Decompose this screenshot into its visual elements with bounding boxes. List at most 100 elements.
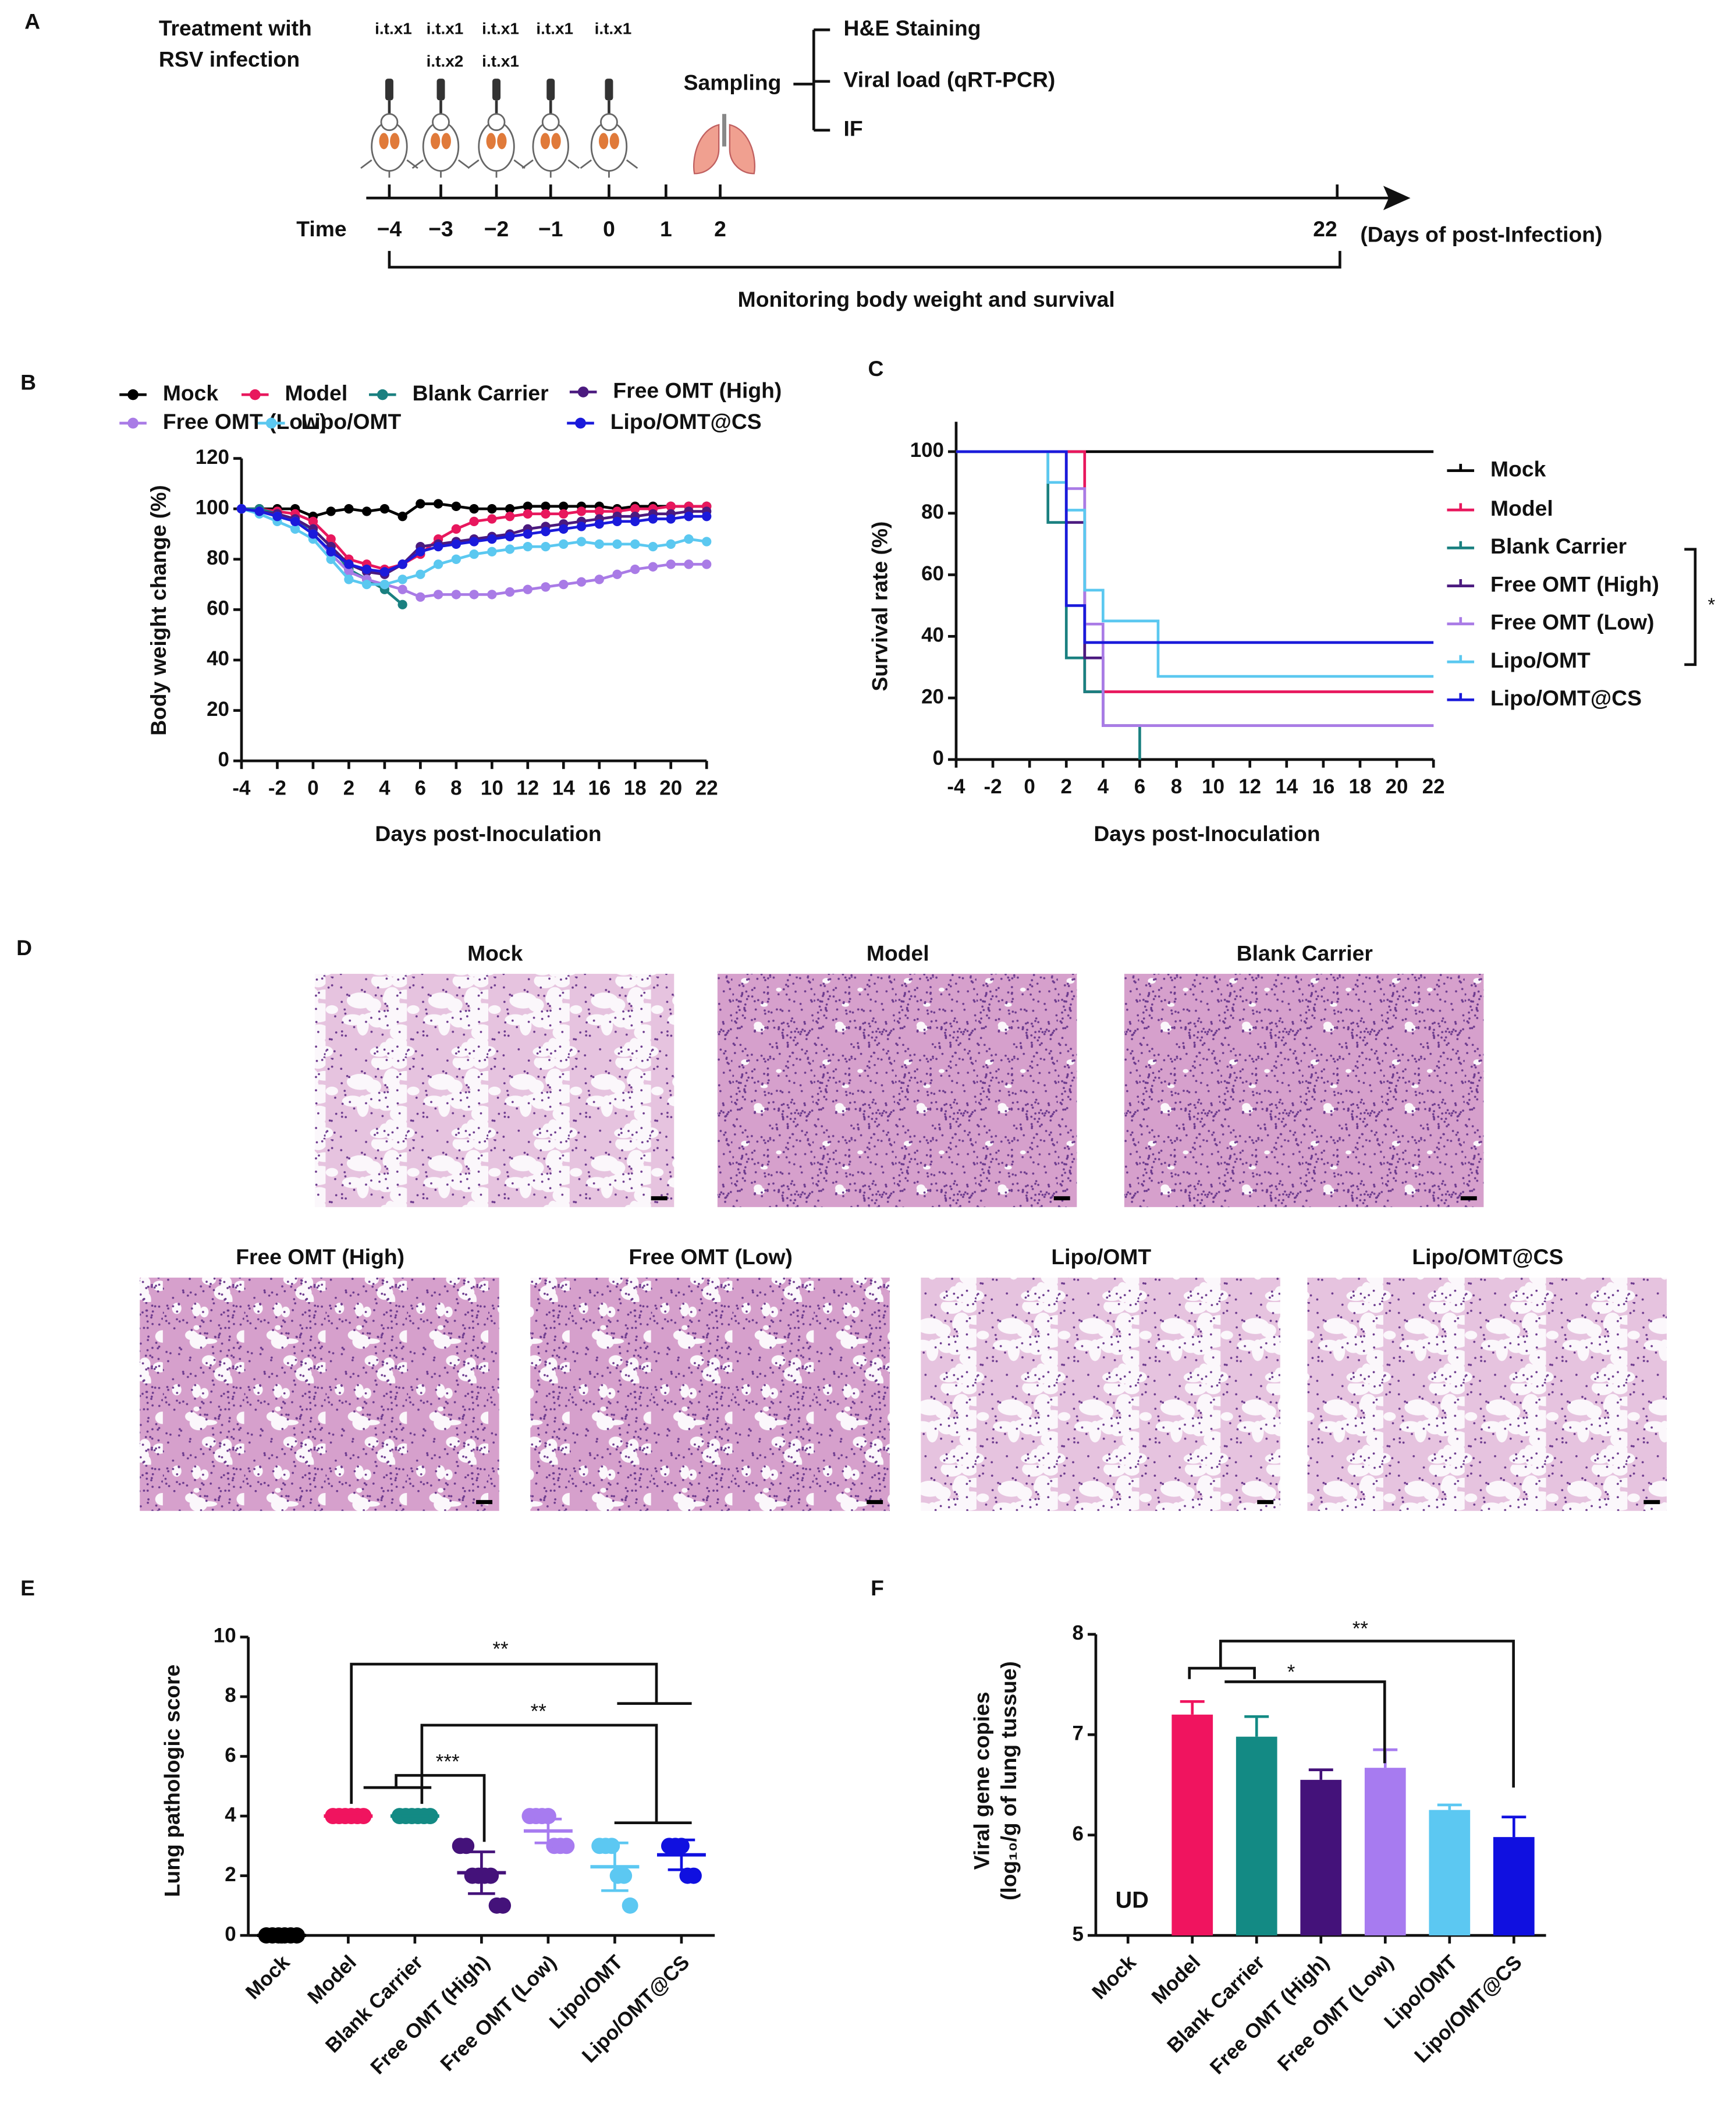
data-point <box>416 569 425 579</box>
x-tick-label: 18 <box>1349 775 1372 798</box>
dot <box>558 1838 575 1854</box>
data-point <box>469 590 479 600</box>
legend-label: Blank Carrier <box>1490 534 1627 558</box>
data-point <box>576 577 587 587</box>
y-tick-label: 100 <box>910 439 944 462</box>
data-point <box>254 506 264 516</box>
data-point <box>523 584 532 594</box>
data-point <box>505 544 515 554</box>
legend-label: Free OMT (High) <box>1490 572 1659 596</box>
x-tick-label: -2 <box>268 776 286 799</box>
x-axis-label: Days post-Inoculation <box>1094 821 1320 846</box>
significance-label: ** <box>1352 1618 1369 1640</box>
data-point <box>416 547 425 556</box>
y-tick-label: 5 <box>1073 1923 1084 1945</box>
dose-label: i.t.x1 <box>595 20 632 38</box>
histology-title: Blank Carrier <box>1237 941 1373 965</box>
data-point <box>594 539 604 549</box>
histology-image <box>140 1277 499 1511</box>
bar <box>1429 1810 1471 1936</box>
dose-label: i.t.x1 <box>482 52 519 70</box>
x-tick-label: 16 <box>1312 775 1334 798</box>
syringe <box>492 79 501 101</box>
x-tick-label: Free OMT (High) <box>366 1951 494 2079</box>
data-point <box>290 524 300 534</box>
data-point <box>702 537 712 547</box>
x-tick-label: 8 <box>1171 775 1182 798</box>
data-point <box>451 524 461 534</box>
y-tick-label: 10 <box>214 1625 236 1647</box>
y-tick-label: 20 <box>921 685 944 708</box>
x-tick-label: Free OMT (High) <box>1206 1951 1334 2079</box>
data-point <box>469 537 479 547</box>
data-point <box>523 501 532 512</box>
mouse-lung <box>486 133 496 150</box>
scale-bar <box>1460 1196 1477 1201</box>
panel-label: A <box>24 9 40 33</box>
data-point <box>326 547 336 556</box>
histology-title: Mock <box>467 941 523 965</box>
data-point <box>433 541 443 552</box>
data-point <box>326 534 336 544</box>
panel-label: F <box>871 1576 884 1600</box>
data-point <box>344 567 354 577</box>
monitoring-label: Monitoring body weight and survival <box>738 287 1115 311</box>
legend-marker <box>575 417 586 429</box>
lung-icon <box>729 123 756 175</box>
data-point <box>469 549 479 559</box>
legend-label: Lipo/OMT@CS <box>1490 686 1642 710</box>
data-point <box>379 579 390 590</box>
mouse-lung <box>598 133 609 150</box>
x-tick-label: 12 <box>516 776 539 799</box>
x-tick-label: 4 <box>1098 775 1109 798</box>
data-point <box>397 600 407 609</box>
mouse-lung <box>551 133 561 150</box>
monitor-bracket <box>388 251 1341 269</box>
significance-bracket <box>1224 1680 1386 1764</box>
x-tick-label: -2 <box>984 775 1002 798</box>
data-point <box>469 504 479 514</box>
significance-bracket <box>1188 1640 1515 1788</box>
histology-image <box>921 1277 1280 1511</box>
mouse-lung <box>431 133 441 150</box>
survival-curve <box>956 450 1141 760</box>
x-tick-label: 14 <box>1275 775 1298 798</box>
scale-bar <box>1257 1500 1274 1505</box>
dot <box>495 1897 512 1914</box>
data-point <box>523 529 532 539</box>
survival-curve <box>956 450 1434 678</box>
x-tick-label: 12 <box>1238 775 1261 798</box>
panel-label: C <box>868 356 884 381</box>
data-point <box>469 516 479 526</box>
y-tick-label: 8 <box>1073 1622 1084 1644</box>
histology-image <box>314 974 674 1207</box>
dot <box>616 1867 633 1884</box>
x-tick-label: 10 <box>1202 775 1224 798</box>
x-tick-label: Mock <box>242 1950 294 2003</box>
data-point <box>576 522 587 531</box>
dose-label: i.t.x1 <box>536 20 573 38</box>
y-axis-label: Survival rate (%) <box>868 522 892 691</box>
y-tick-label: 100 <box>196 496 229 519</box>
y-axis-label: (log₁₀/g of lung tussue) <box>996 1661 1021 1900</box>
data-point <box>559 524 569 534</box>
data-point <box>541 582 551 592</box>
data-point <box>505 504 515 514</box>
legend-label: Free OMT (Low) <box>1490 610 1655 634</box>
data-point <box>397 574 407 584</box>
bar <box>1236 1736 1277 1936</box>
x-tick-label: 6 <box>1134 775 1145 798</box>
data-point <box>648 541 658 552</box>
data-point <box>487 514 497 524</box>
mouse-head <box>487 113 506 132</box>
data-point <box>559 501 569 512</box>
data-point <box>559 579 569 590</box>
survival-curve <box>956 450 1434 693</box>
data-point <box>433 499 443 509</box>
histology-title: Lipo/OMT <box>1051 1244 1151 1269</box>
bar <box>1493 1837 1535 1936</box>
data-point <box>416 592 425 602</box>
data-point <box>361 579 372 590</box>
y-tick-label: 80 <box>921 501 944 523</box>
